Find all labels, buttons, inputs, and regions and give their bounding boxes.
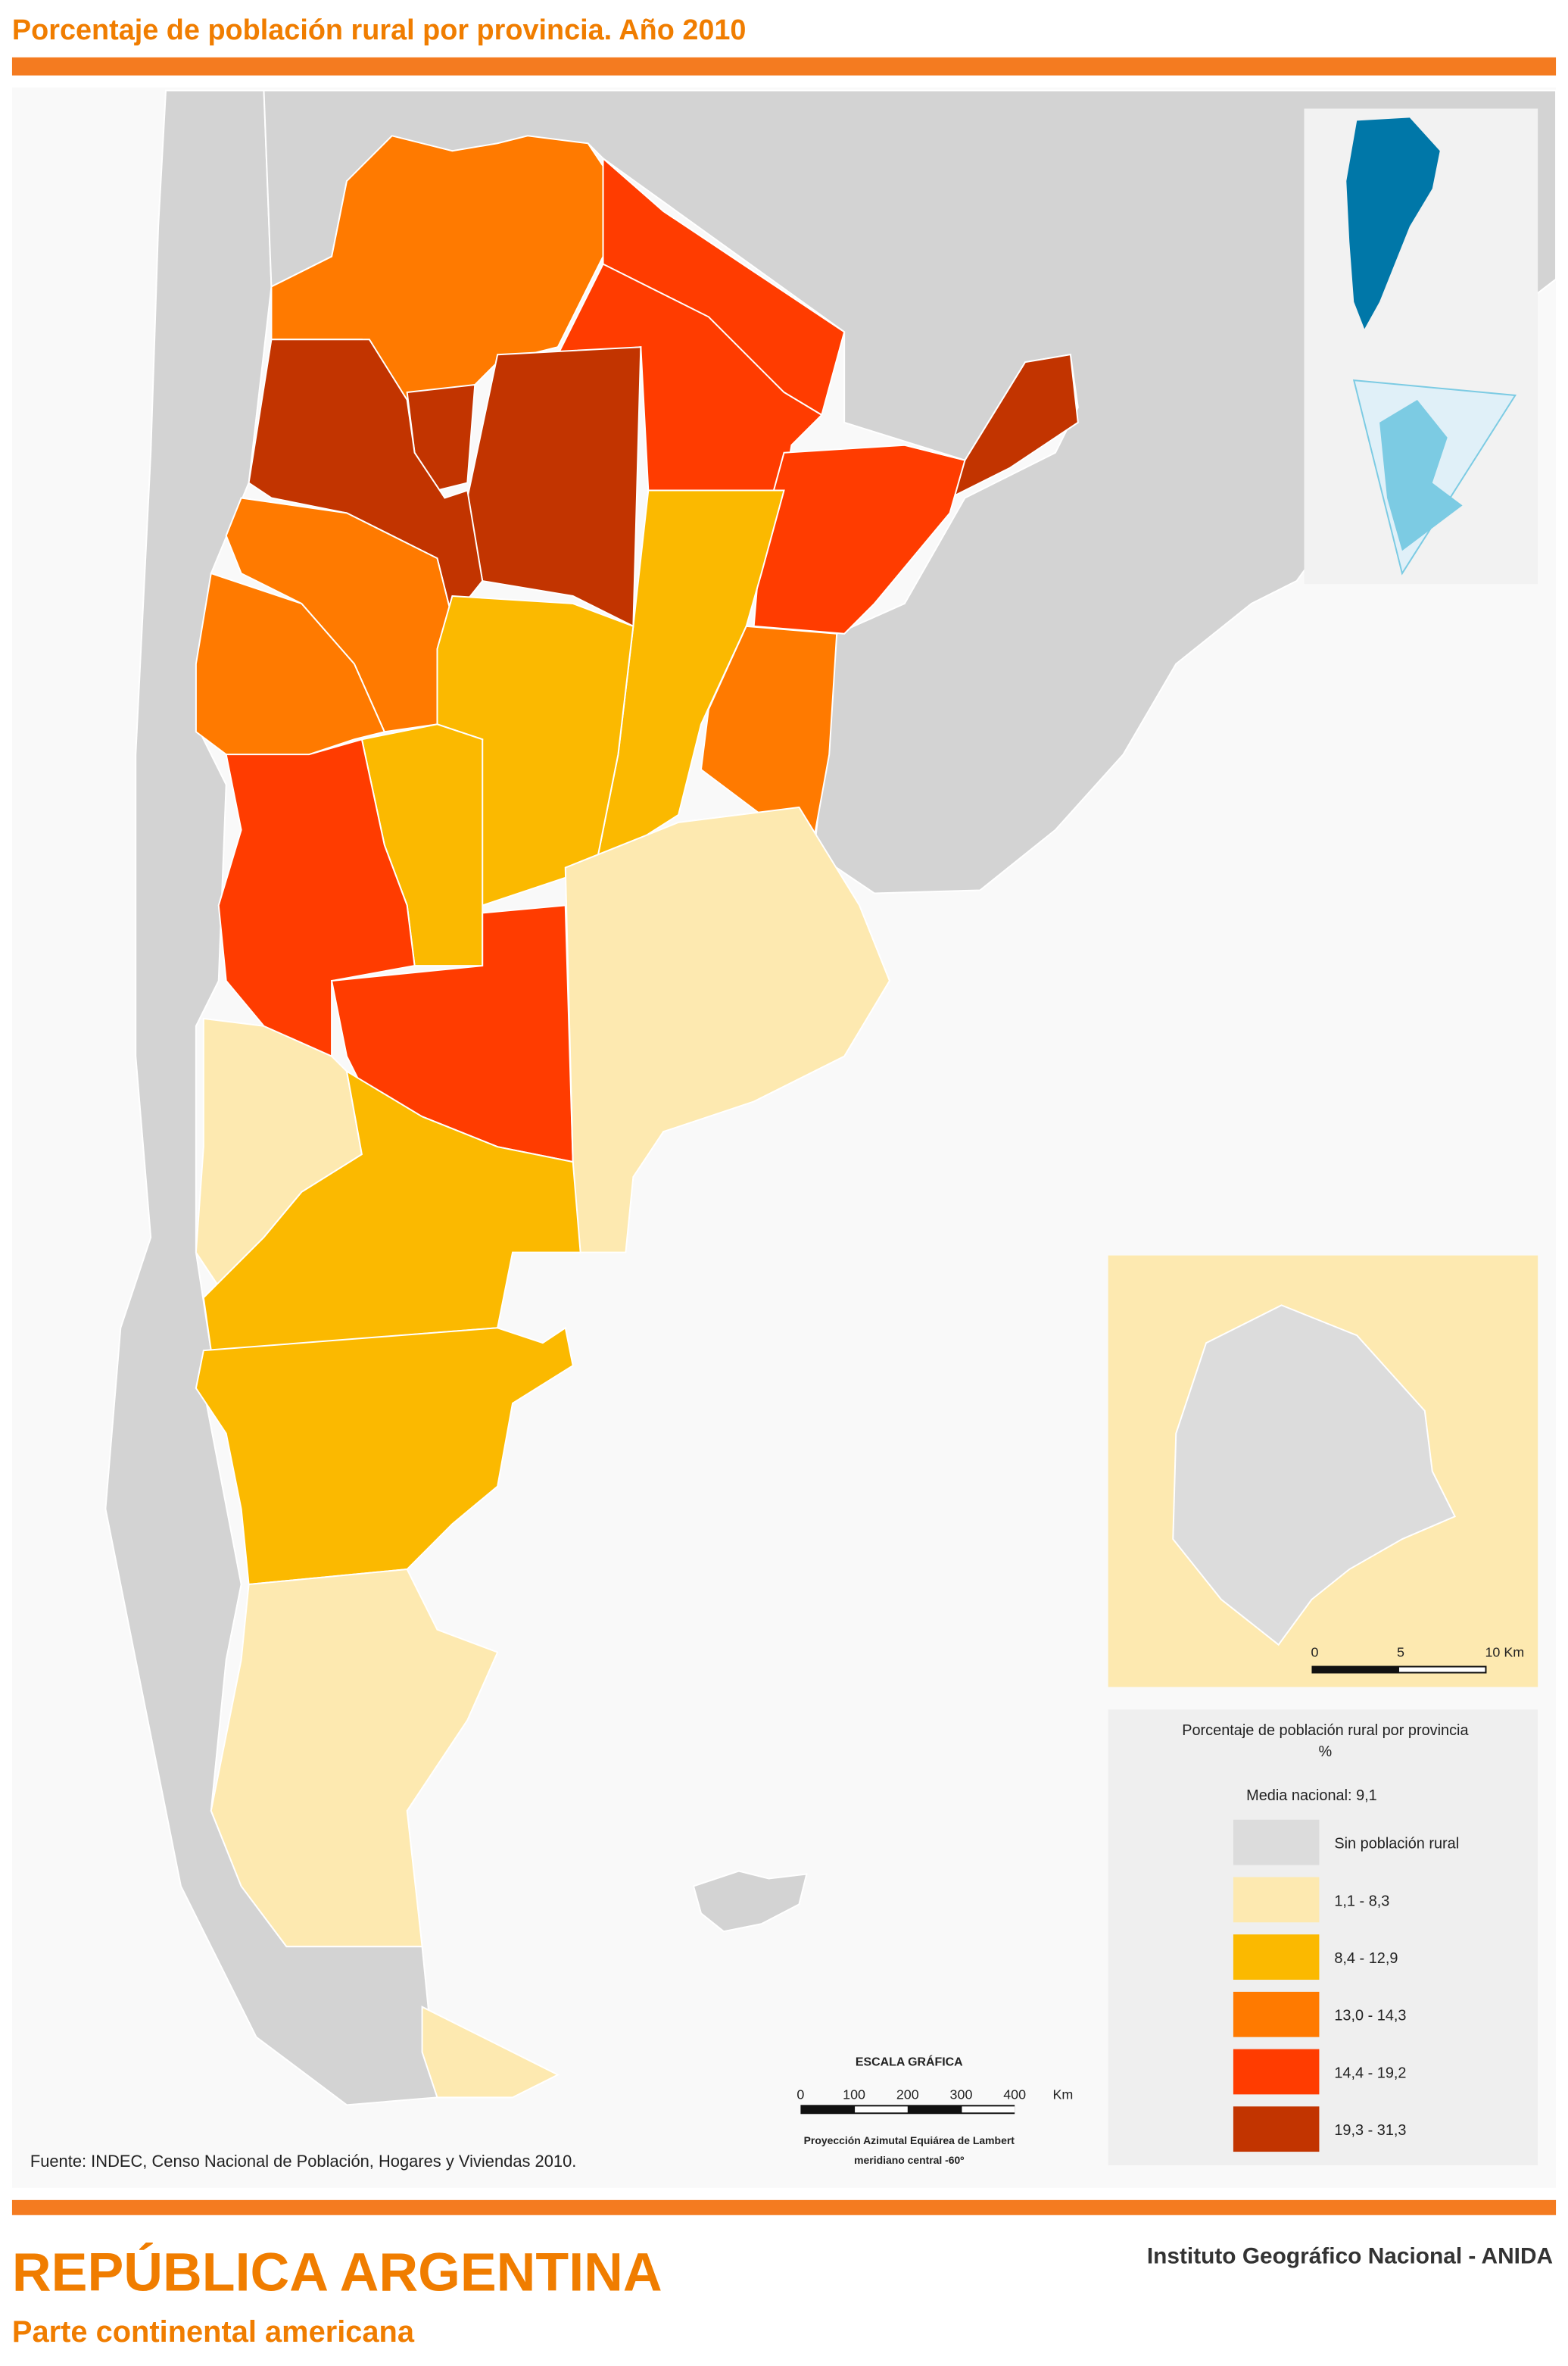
top-bar: [11, 57, 1557, 76]
legend-swatch: [1233, 1991, 1320, 2037]
province: [217, 738, 416, 1057]
scale-bar: [1398, 1667, 1485, 1672]
caba: [1172, 1304, 1457, 1647]
province: [195, 1326, 574, 1586]
projection: Proyección Azimutal Equiárea de Lambert: [804, 2134, 1015, 2146]
argentina-outline: [1346, 117, 1440, 329]
legend-label: 8,4 - 12,9: [1334, 1950, 1398, 1967]
footer-title: REPÚBLICA ARGENTINA: [12, 2241, 662, 2302]
locator-inset: [1304, 108, 1538, 585]
antarctica-land: [1379, 399, 1463, 551]
scale-label: 0: [1311, 1645, 1318, 1660]
page-title: Porcentaje de población rural por provin…: [12, 14, 747, 46]
legend-swatch: [1233, 2049, 1320, 2095]
scale-bar: [855, 2106, 908, 2113]
scale-bar: [962, 2106, 1015, 2113]
legend-label: 19,3 - 31,3: [1334, 2122, 1406, 2139]
legend-swatch: [1233, 1877, 1320, 1923]
legend-title: Porcentaje de población rural por provin…: [1182, 1722, 1469, 1739]
legend-unit: %: [1319, 1743, 1333, 1760]
provinces: [195, 135, 1079, 2099]
scale-tick-label: 100: [843, 2087, 865, 2102]
legend-swatch: [1233, 2106, 1320, 2152]
legend-label: 1,1 - 8,3: [1334, 1893, 1389, 1909]
legend-box: [1108, 1709, 1538, 2166]
province: [210, 1568, 499, 1948]
scale-tick-label: 200: [896, 2087, 919, 2102]
scale-tick-label: 0: [796, 2087, 804, 2102]
legend-swatch: [1233, 1934, 1320, 1980]
caba-inset: 0 5 10 Km: [1108, 1255, 1538, 1687]
legend: Porcentaje de población rural por provin…: [1108, 1709, 1538, 2166]
legend-label: 14,4 - 19,2: [1334, 2065, 1406, 2081]
scale-tick-label: 300: [950, 2087, 973, 2102]
scale-unit: Km: [1052, 2087, 1073, 2102]
footer-subtitle: Parte continental americana: [12, 2315, 415, 2349]
legend-note: Media nacional: 9,1: [1246, 1787, 1377, 1804]
projection: meridiano central -60º: [854, 2154, 964, 2166]
legend-label: Sin población rural: [1334, 1836, 1459, 1853]
bottom-bar: [11, 2199, 1557, 2215]
province: [248, 339, 484, 621]
scale-label: 5: [1397, 1645, 1404, 1660]
legend-swatch: [1233, 1819, 1320, 1865]
province: [225, 497, 454, 733]
scale: ESCALA GRÁFICA 0 100 200 300 400 Km Proyecci…: [796, 2055, 1073, 2167]
province: [421, 2005, 560, 2099]
scale-label: 10 Km: [1485, 1645, 1524, 1660]
province: [195, 572, 386, 779]
scale-title: ESCALA GRÁFICA: [856, 2055, 963, 2069]
institute: Instituto Geográfico Nacional - ANIDA: [1147, 2244, 1553, 2269]
legend-label: 13,0 - 14,3: [1334, 2008, 1406, 2024]
falklands: [692, 1870, 808, 1933]
scale-tick-label: 400: [1003, 2087, 1026, 2102]
source: Fuente: INDEC, Censo Nacional de Poblaci…: [30, 2152, 577, 2171]
